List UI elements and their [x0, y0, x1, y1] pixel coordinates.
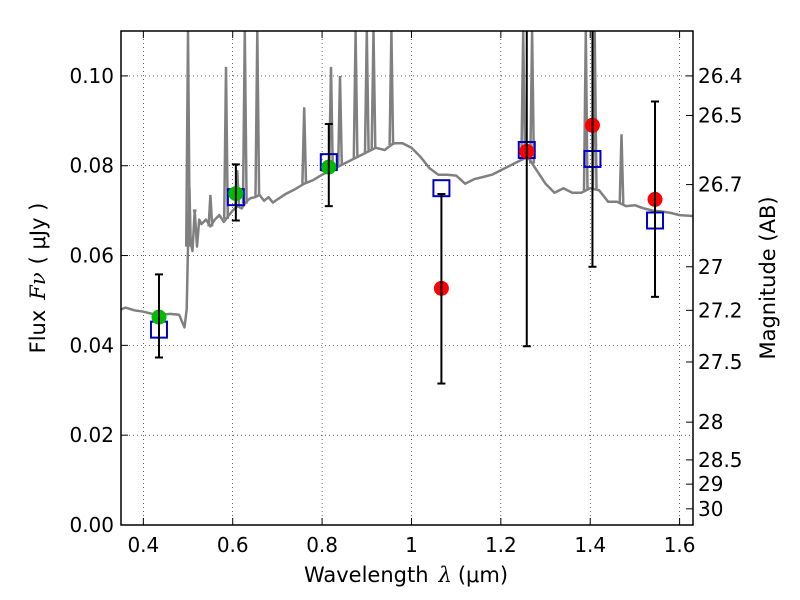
magnitude-tick-label: 27.5 [698, 350, 743, 374]
emission-line-spike [184, 31, 192, 247]
emission-line-spike [241, 31, 248, 204]
emission-line-spike [352, 31, 359, 158]
x-tick-label: 1.2 [485, 533, 517, 557]
emission-line-spike [618, 134, 625, 204]
magnitude-tick-label: 30 [698, 497, 723, 521]
emission-line-spike [207, 194, 214, 227]
y-tick-label: 0.06 [69, 244, 114, 268]
magnitude-tick-label: 27 [698, 255, 723, 279]
magnitude-tick-label: 26.5 [698, 103, 743, 127]
emission-line-spike [591, 31, 598, 190]
emission-line-spike [336, 75, 344, 166]
y-tick-label: 0.10 [69, 64, 114, 88]
emission-line-spike [370, 31, 377, 149]
plot-frame [120, 30, 694, 526]
emission-line-spike [582, 31, 589, 191]
x-tick-label: 1.6 [664, 533, 696, 557]
emission-line-spike [520, 31, 527, 160]
x-tick-label: 0.8 [306, 533, 338, 557]
emission-line-spike [327, 66, 335, 171]
x-tick-label: 1.4 [574, 533, 606, 557]
model-spectrum-line [121, 142, 693, 329]
magnitude-tick-label: 28.5 [698, 448, 743, 472]
magnitude-tick-label: 26.7 [698, 173, 743, 197]
magnitude-tick-label: 26.4 [698, 64, 743, 88]
y-tick-label: 0.02 [69, 423, 114, 447]
y-tick-label: 0.08 [69, 154, 114, 178]
emission-line-spike [301, 107, 308, 184]
magnitude-axis-label: Magnitude (AB) [756, 196, 780, 359]
plot-area [121, 31, 693, 385]
emission-line-spike [254, 31, 261, 197]
magnitude-tick-label: 27.2 [698, 298, 743, 322]
y-tick-label: 0.04 [69, 333, 114, 357]
y-axis-label: FluxFν( μJy ) [26, 203, 50, 354]
x-tick-label: 0.6 [217, 533, 249, 557]
magnitude-tick-label: 28 [698, 410, 723, 434]
grid [121, 31, 693, 526]
emission-line-spike [222, 66, 230, 219]
y-tick-label: 0.00 [69, 513, 114, 537]
emission-line-spike [363, 31, 370, 153]
x-tick-label: 0.4 [127, 533, 159, 557]
magnitude-tick-label: 29 [698, 472, 723, 496]
emission-line-spike [529, 31, 536, 164]
axis-ticks: 0.4 0.6 0.8 1 1.2 1.4 1.6 0.00 0.02 0.04 0.06 0.08 0… [69, 31, 743, 557]
x-axis-label: Wavelength λ (μm) [304, 563, 508, 587]
emission-line-spike [388, 31, 395, 146]
x-tick-label: 1 [405, 533, 418, 557]
